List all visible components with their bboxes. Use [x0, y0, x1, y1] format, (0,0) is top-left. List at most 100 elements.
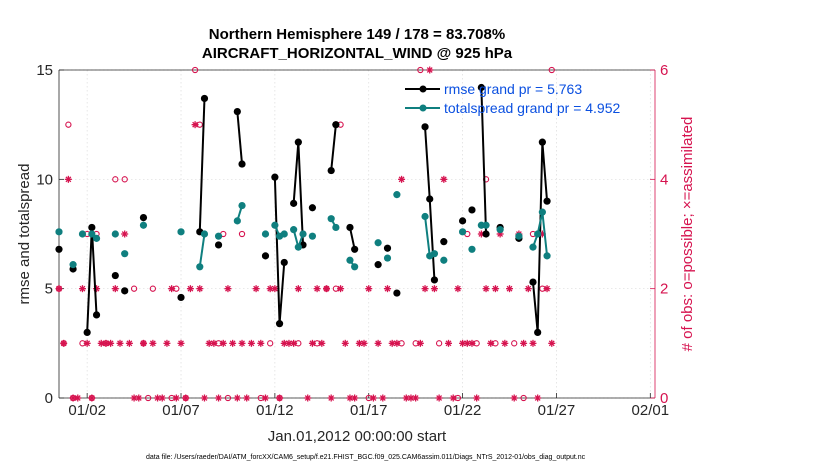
rmse-point — [534, 328, 542, 336]
assimilated-obs-marker — [111, 285, 119, 293]
assimilated-obs-marker — [384, 285, 392, 293]
assimilated-obs-marker — [510, 394, 518, 402]
assimilated-obs-marker — [271, 285, 279, 293]
assimilated-obs-marker — [163, 339, 171, 347]
assimilated-obs-marker — [135, 394, 143, 402]
assimilated-obs-marker — [534, 394, 542, 402]
data-file-footnote: data file: /Users/raeder/DAI/ATM_forcXX/… — [146, 454, 586, 461]
chart-title: Northern Hemisphere 149 / 178 = 83.708% — [209, 26, 505, 43]
spread-point — [233, 217, 241, 225]
assimilated-obs-marker — [74, 394, 82, 402]
assimilated-obs-marker — [224, 285, 232, 293]
assimilated-obs-marker — [233, 394, 241, 402]
possible-obs-marker — [417, 66, 424, 74]
x-tick-label: 02/01 — [632, 402, 670, 419]
plot-area — [59, 70, 655, 398]
rmse-point — [233, 107, 241, 116]
possible-obs-marker — [238, 230, 246, 238]
spread-point — [177, 228, 185, 236]
spread-point — [383, 254, 392, 262]
rmse-point — [121, 287, 129, 295]
spread-point — [55, 228, 63, 236]
spread-line-segment — [198, 233, 206, 267]
spread-point — [327, 215, 335, 223]
legend-spread-marker — [419, 104, 427, 112]
spread-point — [261, 230, 270, 238]
assimilated-obs-marker — [121, 230, 129, 238]
possible-obs-marker — [191, 66, 199, 74]
spread-point — [346, 256, 354, 264]
rmse-point — [421, 123, 429, 131]
assimilated-obs-marker — [482, 285, 490, 293]
rmse-point — [177, 293, 185, 302]
assimilated-obs-marker — [247, 339, 255, 347]
assimilated-obs-marker — [374, 339, 382, 347]
rmse-point — [111, 271, 119, 280]
possible-obs-marker — [121, 176, 128, 183]
assimilated-obs-marker — [473, 394, 481, 402]
assimilated-obs-marker — [337, 285, 345, 293]
rmse-point — [430, 276, 439, 284]
spread-line-segment — [532, 211, 549, 256]
spread-point — [238, 201, 246, 210]
spread-point — [374, 239, 382, 247]
assimilated-obs-marker — [177, 339, 185, 347]
assimilated-obs-marker — [107, 339, 115, 347]
y-axis-label: rmse and totalspread — [16, 164, 33, 305]
rmse-point — [327, 166, 335, 175]
spread-point — [139, 221, 148, 229]
x-tick-label: 01/07 — [162, 402, 200, 419]
assimilated-obs-marker — [139, 339, 147, 347]
assimilated-obs-marker — [506, 285, 514, 293]
possible-obs-marker — [267, 340, 274, 347]
x-tick-label: 01/17 — [350, 402, 388, 419]
assimilated-obs-marker — [257, 339, 265, 347]
assimilated-obs-marker — [55, 285, 63, 293]
assimilated-obs-marker — [83, 339, 91, 347]
assimilated-obs-marker — [219, 339, 227, 347]
assimilated-obs-marker — [440, 175, 448, 183]
assimilated-obs-marker — [172, 394, 180, 402]
rmse-point — [55, 245, 63, 253]
rmse-point — [214, 241, 223, 249]
spread-point — [299, 230, 307, 238]
chart-subtitle: AIRCRAFT_HORIZONTAL_WIND @ 925 hPa — [202, 45, 513, 62]
possible-obs-marker — [149, 285, 157, 292]
spread-point — [543, 252, 551, 260]
series-lines — [55, 83, 551, 336]
rmse-point — [139, 214, 148, 222]
assimilated-obs-marker — [543, 285, 551, 293]
rmse-point — [351, 245, 359, 253]
assimilated-obs-marker — [468, 339, 476, 347]
assimilated-obs-marker — [102, 339, 110, 347]
assimilated-obs-marker — [308, 339, 316, 347]
assimilated-obs-marker — [229, 339, 237, 347]
assimilated-obs-marker — [369, 394, 377, 402]
spread-point — [468, 245, 476, 253]
assimilated-obs-marker — [449, 394, 457, 402]
possible-obs-marker — [511, 340, 518, 347]
x-tick-label: 01/02 — [68, 402, 106, 419]
spread-point — [308, 232, 317, 240]
spread-point — [294, 243, 302, 251]
spread-point — [111, 230, 119, 238]
assimilated-obs-marker — [421, 285, 429, 293]
rmse-point — [308, 204, 317, 212]
assimilated-obs-marker — [196, 285, 204, 293]
possible-obs-marker — [224, 394, 232, 402]
assimilated-obs-marker — [294, 285, 302, 293]
y2-tick-label: 0 — [660, 390, 668, 407]
possible-obs-marker — [520, 394, 527, 402]
legend: rmse grand pr = 5.763 totalspread grand … — [405, 81, 621, 116]
rmse-point — [383, 244, 392, 252]
spread-point — [200, 230, 209, 238]
rmse-point — [332, 121, 340, 129]
legend-rmse-label: rmse grand pr = 5.763 — [444, 81, 582, 97]
assimilated-obs-marker — [290, 339, 298, 347]
spread-point — [534, 230, 542, 238]
rmse-point — [275, 320, 284, 328]
y-tick-label: 15 — [36, 62, 53, 79]
y-tick-label: 10 — [36, 171, 53, 188]
spread-point — [421, 212, 429, 221]
assimilated-obs-marker — [243, 394, 251, 402]
